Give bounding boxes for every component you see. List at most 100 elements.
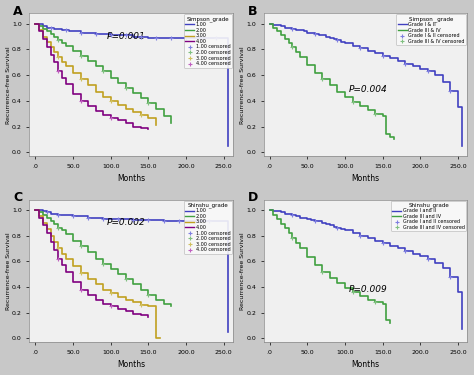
2.00	[63, 44, 68, 48]
Text: D: D	[247, 191, 258, 204]
Grade III and IV	[282, 226, 288, 230]
2.00	[59, 41, 64, 45]
1.00	[33, 208, 38, 212]
2.00	[33, 208, 38, 212]
X-axis label: Months: Months	[351, 360, 379, 369]
1.00	[66, 29, 72, 34]
4.00	[123, 309, 129, 314]
Grade I & II	[387, 56, 393, 61]
Grade I and II	[331, 224, 337, 229]
1.00	[161, 219, 166, 224]
3.00	[48, 45, 54, 49]
Grade I and II	[274, 209, 280, 213]
Grade III & IV	[387, 135, 393, 139]
Grade III & IV	[327, 83, 333, 88]
4.00	[70, 280, 76, 284]
2.00	[93, 256, 99, 261]
Grade I and II	[372, 238, 378, 243]
3.00	[138, 303, 144, 307]
4.00	[116, 307, 121, 311]
Grade I & II	[357, 46, 363, 50]
Line: Grade III and IV: Grade III and IV	[270, 210, 390, 323]
1.00	[116, 33, 121, 38]
2.00	[146, 101, 151, 106]
Line: 4.00: 4.00	[36, 24, 148, 129]
Grade I & II	[447, 88, 453, 93]
3.00	[108, 99, 114, 103]
1.00	[138, 218, 144, 222]
4.00	[36, 215, 42, 220]
Grade I & II	[433, 73, 438, 77]
Grade I & II	[402, 62, 408, 66]
Grade I & II	[278, 24, 284, 28]
Line: 3.00: 3.00	[36, 24, 156, 125]
Grade III and IV	[335, 281, 340, 285]
1.00	[100, 217, 106, 221]
X-axis label: Months: Months	[117, 174, 145, 183]
1.00	[48, 211, 54, 216]
1.00	[59, 28, 64, 32]
3.00	[33, 21, 38, 26]
2.00	[108, 267, 114, 271]
3.00	[130, 110, 136, 115]
1.00	[225, 144, 230, 148]
3.00	[153, 336, 159, 340]
4.00	[55, 69, 61, 74]
Grade I and II	[312, 219, 318, 224]
3.00	[63, 256, 68, 261]
3.00	[93, 90, 99, 94]
Grade III & IV	[293, 50, 299, 54]
Grade I & II	[319, 33, 325, 38]
Legend: Grade I and II, Grade III and IV, Grade I and II censored, Grade III and IV cens: Grade I and II, Grade III and IV, Grade …	[391, 201, 466, 231]
Grade III & IV	[267, 21, 273, 26]
Grade I & II	[282, 26, 288, 30]
2.00	[33, 21, 38, 26]
Grade III and IV	[278, 222, 284, 226]
4.00	[63, 82, 68, 86]
4.00	[116, 118, 121, 122]
2.00	[36, 210, 42, 214]
4.00	[33, 21, 38, 26]
1.00	[123, 33, 129, 38]
3.00	[85, 83, 91, 88]
1.00	[191, 219, 197, 224]
3.00	[40, 220, 46, 225]
Grade I and II	[455, 290, 461, 294]
Grade I and II	[459, 327, 465, 332]
Grade I and II	[350, 231, 356, 235]
2.00	[52, 34, 57, 39]
Grade I and II	[327, 223, 333, 228]
Y-axis label: Recurrence-free Survival: Recurrence-free Survival	[6, 232, 10, 310]
Grade III & IV	[274, 29, 280, 34]
1.00	[52, 211, 57, 216]
2.00	[123, 277, 129, 282]
Grade I and II	[290, 213, 295, 217]
Grade I & II	[342, 41, 348, 45]
4.00	[36, 29, 42, 34]
Grade I and II	[395, 246, 401, 250]
2.00	[153, 298, 159, 302]
Grade III and IV	[286, 231, 292, 235]
Grade I & II	[327, 36, 333, 40]
1.00	[44, 210, 50, 214]
2.00	[40, 27, 46, 31]
Text: P=0.002: P=0.002	[107, 218, 146, 227]
1.00	[176, 36, 182, 40]
Grade I & II	[338, 39, 344, 44]
1.00	[130, 34, 136, 39]
Grade III & IV	[335, 90, 340, 94]
3.00	[153, 123, 159, 128]
2.00	[63, 232, 68, 237]
1.00	[70, 29, 76, 34]
Grade III & IV	[278, 33, 284, 38]
1.00	[78, 214, 83, 219]
4.00	[138, 313, 144, 318]
Grade III and IV	[274, 217, 280, 221]
2.00	[44, 29, 50, 34]
1.00	[108, 217, 114, 221]
4.00	[130, 312, 136, 316]
2.00	[168, 120, 174, 125]
Grade III and IV	[271, 213, 276, 217]
2.00	[85, 59, 91, 63]
Grade III and IV	[372, 300, 378, 304]
